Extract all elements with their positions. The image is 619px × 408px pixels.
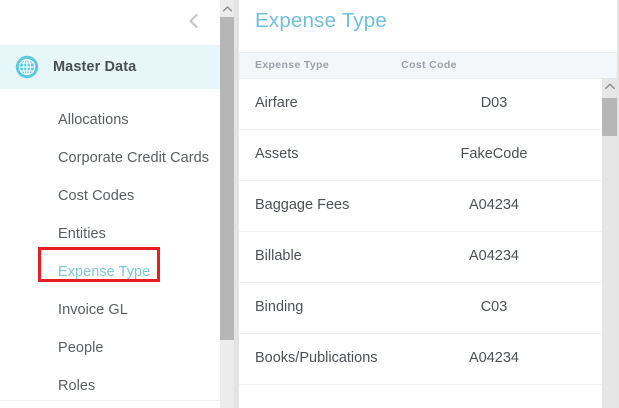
sidebar-item-people[interactable]: People [0, 329, 220, 367]
table-row[interactable]: Binding C03 [239, 283, 619, 334]
column-header-expense-type[interactable]: Expense Type [255, 59, 330, 71]
page-title: Expense Type [255, 9, 387, 32]
sidebar: Master Data Allocations Corporate Credit… [0, 0, 220, 408]
sidebar-divider [0, 400, 220, 401]
sidebar-scrollbar-thumb[interactable] [220, 17, 234, 340]
main-scrollbar-thumb[interactable] [602, 98, 617, 136]
cell-expense-type: Airfare [255, 95, 298, 111]
table-row[interactable]: Assets FakeCode [239, 130, 619, 181]
column-header-cost-code[interactable]: Cost Code [401, 59, 457, 71]
main-scroll-up-button[interactable] [602, 78, 617, 96]
table-row[interactable]: Billable A04234 [239, 232, 619, 283]
chevron-left-icon [187, 12, 200, 30]
table-header-row: Expense Type Cost Code [239, 52, 619, 79]
sidebar-item-label: People [58, 340, 104, 356]
sidebar-item-label: Roles [58, 378, 96, 394]
cell-expense-type: Billable [255, 248, 302, 264]
panel-gutter [234, 0, 239, 408]
sidebar-item-cost-codes[interactable]: Cost Codes [0, 177, 220, 215]
sidebar-scrollbar[interactable] [220, 0, 234, 408]
sidebar-item-allocations[interactable]: Allocations [0, 101, 220, 139]
cell-cost-code: D03 [480, 95, 508, 111]
sidebar-item-entities[interactable]: Entities [0, 215, 220, 253]
sidebar-item-label: Cost Codes [58, 188, 135, 204]
globe-icon [14, 54, 40, 80]
cell-expense-type: Assets [255, 146, 299, 162]
cell-expense-type: Books/Publications [255, 350, 378, 366]
sidebar-collapse-button[interactable] [182, 10, 204, 32]
sidebar-section-label: Master Data [53, 59, 137, 75]
cell-expense-type: Baggage Fees [255, 197, 350, 213]
main-panel: Expense Type Expense Type Cost Code Airf… [239, 0, 619, 408]
table-row[interactable]: Airfare D03 [239, 79, 619, 130]
main-scrollbar[interactable] [602, 78, 617, 408]
sidebar-item-label: Expense Type [58, 264, 151, 280]
sidebar-item-invoice-gl[interactable]: Invoice GL [0, 291, 220, 329]
cell-cost-code: C03 [480, 299, 508, 315]
sidebar-item-corporate-credit-cards[interactable]: Corporate Credit Cards [0, 139, 220, 177]
cell-cost-code: A04234 [469, 248, 519, 264]
cell-cost-code: A04234 [469, 197, 519, 213]
table-row[interactable]: Baggage Fees A04234 [239, 181, 619, 232]
sidebar-item-label: Allocations [58, 112, 129, 128]
panel-right-edge [617, 0, 619, 408]
sidebar-section-master-data[interactable]: Master Data [0, 45, 220, 89]
cell-expense-type: Binding [255, 299, 304, 315]
cell-cost-code: FakeCode [460, 146, 528, 162]
chevron-up-icon [604, 78, 616, 96]
sidebar-item-label: Corporate Credit Cards [58, 150, 209, 166]
table-row[interactable]: Books/Publications A04234 [239, 334, 619, 385]
sidebar-scroll-up-button[interactable] [220, 0, 234, 17]
sidebar-item-roles[interactable]: Roles [0, 367, 220, 405]
table-body: Airfare D03 Assets FakeCode Baggage Fees… [239, 79, 619, 408]
cell-cost-code: A04234 [469, 350, 519, 366]
sidebar-item-expense-type[interactable]: Expense Type [0, 253, 220, 291]
chevron-up-icon [222, 0, 233, 18]
sidebar-item-label: Invoice GL [58, 302, 128, 318]
sidebar-item-label: Entities [58, 226, 106, 242]
